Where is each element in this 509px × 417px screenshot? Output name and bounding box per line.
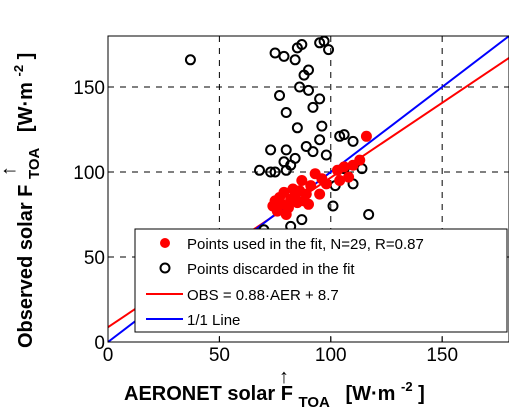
y-axis-title-prefix: Observed solar F: [15, 185, 37, 348]
used-point: [360, 130, 372, 142]
used-point: [354, 154, 366, 166]
x-axis-title: AERONET solar F TOA [W·m -2 ]: [124, 374, 425, 412]
y-tick-label: 100: [73, 163, 105, 184]
discarded-point: [307, 146, 319, 158]
discarded-point: [280, 164, 292, 176]
y-axis-title-unit: [W·m: [15, 82, 37, 132]
legend-used-marker: [160, 238, 170, 248]
used-point: [282, 202, 294, 214]
legend-one-one-label: 1/1 Line: [187, 312, 240, 329]
discarded-point: [280, 144, 292, 156]
tick-labels: 0 50 100 150 0 50 100 150: [73, 78, 458, 366]
discarded-point: [314, 134, 326, 146]
discarded-point: [298, 69, 310, 81]
legend: Points used in the fit, N=29, R=0.87 Poi…: [134, 228, 508, 333]
y-axis-title-sub: TOA: [26, 147, 43, 179]
discarded-point: [363, 209, 375, 220]
used-point: [278, 186, 290, 198]
discarded-point: [253, 164, 265, 176]
used-point: [300, 188, 312, 200]
plot-frame: [107, 35, 509, 343]
y-axis-title-arrow: ↑: [0, 166, 20, 176]
discarded-point: [184, 54, 196, 66]
x-tick-label: 100: [315, 345, 347, 366]
used-point: [338, 161, 350, 173]
discarded-point: [347, 135, 359, 147]
used-point: [303, 198, 314, 210]
used-point: [334, 175, 346, 186]
discarded-point: [265, 166, 277, 178]
discarded-point: [318, 35, 330, 47]
legend-fit-label: OBS = 0.88·AER + 8.7: [187, 287, 339, 304]
x-axis-title-prefix: AERONET solar F: [124, 383, 293, 405]
discarded-point: [269, 166, 281, 178]
y-tick-label: 50: [84, 248, 105, 269]
x-axis-title-arrow: ↑: [279, 366, 289, 388]
discarded-point: [314, 93, 326, 105]
discarded-point: [269, 47, 281, 59]
discarded-point: [265, 144, 277, 156]
discarded-point: [327, 200, 339, 212]
legend-used-label: Points used in the fit, N=29, R=0.87: [187, 236, 424, 253]
x-tick-label: 150: [426, 345, 458, 366]
discarded-point: [291, 122, 303, 134]
x-axis-title-unit-close: ]: [418, 383, 425, 405]
used-point: [343, 171, 355, 183]
discarded-point: [307, 101, 319, 113]
used-point: [305, 180, 317, 192]
legend-discarded-label: Points discarded in the fit: [187, 261, 355, 278]
discarded-point: [296, 39, 308, 50]
discarded-point: [289, 54, 301, 66]
discarded-point: [300, 141, 312, 152]
legend-discarded-marker: [159, 262, 171, 274]
used-point: [314, 188, 326, 200]
discarded-point: [320, 149, 332, 161]
discarded-point: [294, 81, 306, 93]
x-axis-title-unit-exp: -2: [401, 379, 413, 394]
discarded-point: [296, 214, 308, 226]
discarded-point: [316, 120, 328, 132]
x-tick-label: 0: [103, 345, 114, 366]
x-axis-title-sub: TOA: [298, 394, 330, 411]
y-tick-label: 150: [73, 78, 105, 99]
used-point: [296, 175, 308, 186]
x-tick-label: 50: [209, 345, 230, 366]
discarded-point: [338, 129, 350, 141]
discarded-point: [274, 90, 286, 101]
y-tick-label: 0: [94, 333, 105, 354]
y-axis-title-unit-close: ]: [15, 53, 37, 60]
discarded-point: [303, 84, 314, 96]
discarded-point: [278, 50, 290, 62]
y-axis-title-unit-exp: -2: [11, 65, 26, 77]
legend-box: [134, 228, 508, 333]
used-points: [267, 130, 372, 220]
discarded-point: [323, 44, 335, 56]
discarded-point: [280, 107, 292, 118]
used-point: [320, 178, 332, 190]
y-axis-title: Observed solar F TOA [W·m -2 ]: [6, 53, 44, 348]
x-axis-title-unit: [W·m: [345, 383, 395, 405]
